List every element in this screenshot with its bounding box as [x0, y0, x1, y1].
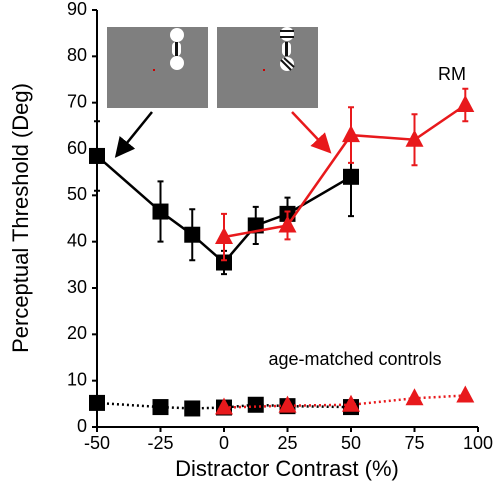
- marker: [278, 395, 297, 413]
- marker: [405, 129, 424, 147]
- marker: [278, 215, 297, 233]
- x-tick-label: 50: [341, 433, 361, 453]
- annotation: age-matched controls: [268, 349, 441, 369]
- y-tick-label: 0: [77, 416, 87, 436]
- marker: [89, 147, 105, 164]
- y-axis-label: Perceptual Threshold (Deg): [8, 83, 33, 353]
- marker: [247, 396, 264, 413]
- marker: [342, 125, 360, 143]
- y-tick-label: 60: [67, 138, 87, 158]
- x-tick-label: -50: [84, 433, 110, 453]
- marker: [342, 394, 360, 412]
- y-tick-label: 90: [67, 0, 87, 19]
- marker: [456, 385, 475, 403]
- marker: [343, 168, 359, 185]
- y-tick-label: 10: [67, 369, 87, 389]
- x-tick-label: -25: [147, 433, 173, 453]
- y-tick-label: 30: [67, 277, 87, 297]
- x-tick-label: 0: [219, 433, 229, 453]
- arrow: [291, 111, 332, 154]
- marker: [215, 397, 233, 415]
- marker: [152, 203, 169, 220]
- x-tick-label: 100: [463, 433, 493, 453]
- inset-right: [217, 27, 318, 108]
- marker: [215, 227, 233, 245]
- y-tick-label: 40: [67, 230, 87, 250]
- x-tick-label: 75: [404, 433, 424, 453]
- marker: [89, 394, 105, 411]
- x-tick-label: 25: [277, 433, 297, 453]
- marker: [405, 388, 424, 406]
- marker: [184, 400, 201, 417]
- annotation: RM: [438, 64, 466, 84]
- inset-left: [107, 27, 208, 108]
- x-axis-label: Distractor Contrast (%): [175, 456, 399, 481]
- y-tick-label: 70: [67, 91, 87, 111]
- marker: [184, 226, 201, 243]
- arrow: [114, 111, 153, 158]
- y-tick-label: 20: [67, 323, 87, 343]
- y-tick-label: 50: [67, 184, 87, 204]
- marker: [152, 399, 169, 416]
- marker: [216, 254, 232, 271]
- y-tick-label: 80: [67, 45, 87, 65]
- marker: [456, 94, 475, 112]
